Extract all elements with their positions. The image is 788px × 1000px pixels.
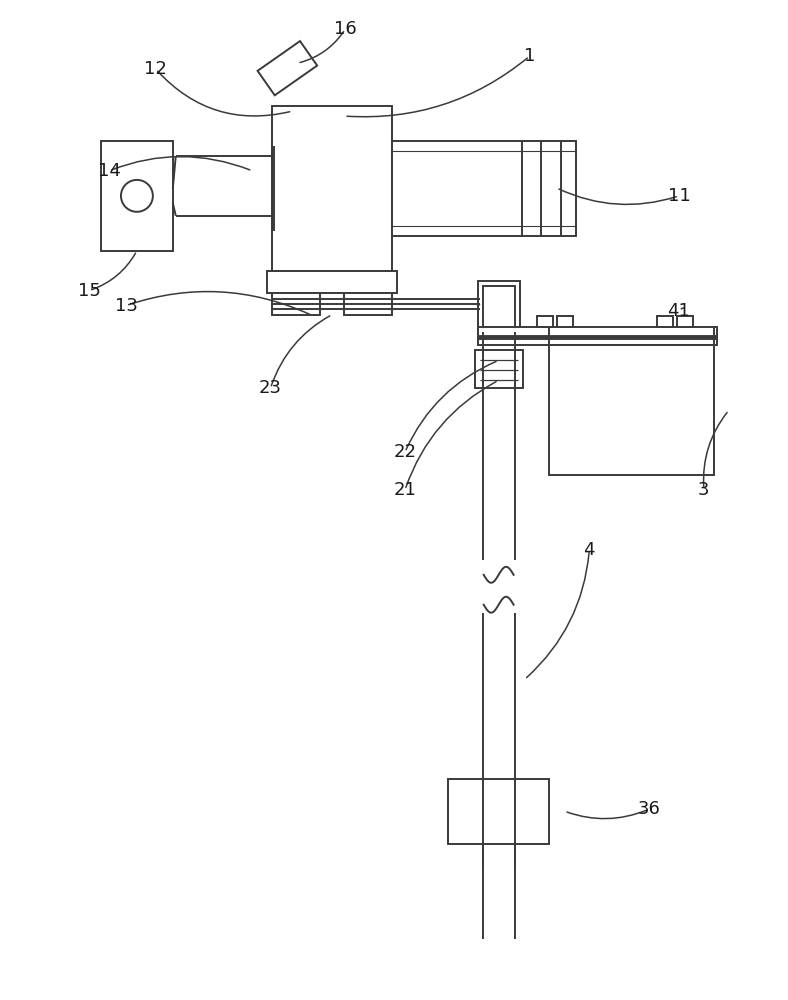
Text: 13: 13 [114, 297, 137, 315]
Bar [557, 316, 574, 327]
FancyArrowPatch shape [682, 308, 684, 309]
Text: 1: 1 [524, 47, 535, 65]
Bar [478, 281, 519, 332]
Text: 16: 16 [334, 20, 356, 38]
Text: 12: 12 [144, 60, 167, 78]
FancyArrowPatch shape [526, 553, 589, 678]
FancyArrowPatch shape [406, 382, 496, 487]
FancyArrowPatch shape [128, 292, 310, 314]
Bar [549, 345, 714, 475]
FancyArrowPatch shape [347, 58, 527, 117]
Bar [474, 350, 522, 388]
Bar [478, 327, 717, 345]
Polygon shape [258, 41, 318, 95]
Text: 36: 36 [637, 800, 660, 818]
Bar [448, 779, 549, 844]
Text: 14: 14 [98, 162, 121, 180]
FancyArrowPatch shape [91, 253, 136, 290]
Text: 21: 21 [393, 481, 416, 499]
Text: 11: 11 [667, 187, 690, 205]
FancyArrowPatch shape [112, 157, 250, 170]
Text: 22: 22 [393, 443, 417, 461]
FancyArrowPatch shape [300, 32, 344, 63]
Bar [344, 293, 392, 315]
Bar [483, 286, 515, 327]
Bar [677, 316, 693, 327]
FancyArrowPatch shape [704, 412, 727, 487]
Text: 15: 15 [78, 282, 101, 300]
FancyArrowPatch shape [271, 316, 330, 386]
Text: 4: 4 [584, 541, 595, 559]
Bar [267, 271, 397, 293]
Bar [657, 316, 673, 327]
Text: 23: 23 [259, 379, 282, 397]
Text: 41: 41 [667, 302, 690, 320]
Bar [273, 106, 392, 271]
FancyArrowPatch shape [406, 361, 496, 450]
FancyArrowPatch shape [158, 71, 290, 116]
Bar [392, 141, 576, 236]
Text: 3: 3 [698, 481, 710, 499]
Bar [537, 316, 553, 327]
Bar [101, 141, 173, 251]
FancyArrowPatch shape [559, 189, 676, 204]
FancyArrowPatch shape [567, 810, 646, 819]
Bar [273, 293, 320, 315]
